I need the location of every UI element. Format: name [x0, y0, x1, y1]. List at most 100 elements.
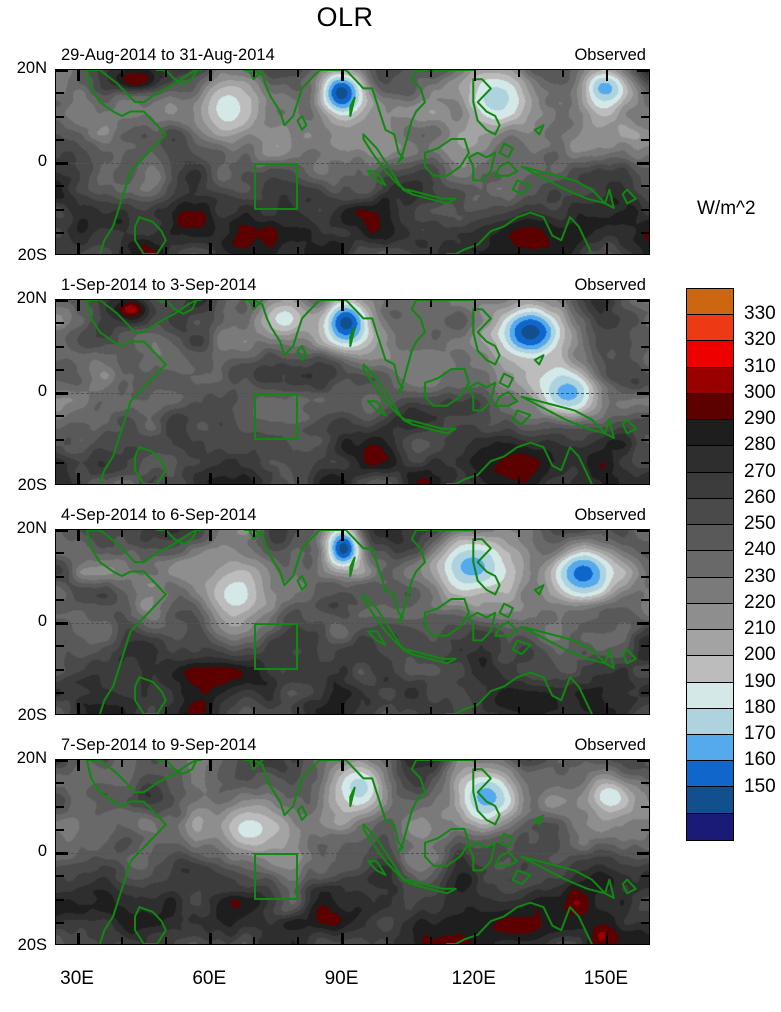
- longitude-tick: [605, 933, 609, 944]
- longitude-label: 90E: [324, 968, 359, 989]
- longitude-tick: [385, 707, 388, 714]
- longitude-tick: [253, 530, 256, 537]
- longitude-tick: [121, 70, 124, 77]
- colorbar-segment: [687, 734, 733, 762]
- longitude-tick: [341, 530, 344, 541]
- map-plot-area[interactable]: [55, 69, 650, 255]
- colorbar-tick-label: 270: [744, 460, 776, 482]
- longitude-tick: [385, 530, 388, 537]
- longitude-label: 150E: [583, 968, 629, 989]
- longitude-label: 30E: [60, 968, 94, 989]
- panel-title: 29-Aug-2014 to 31-Aug-2014: [61, 46, 275, 64]
- latitude-tick: [56, 598, 64, 601]
- map-plot-area[interactable]: [55, 299, 650, 485]
- latitude-tick: [56, 415, 64, 418]
- longitude-tick: [253, 70, 256, 77]
- coastline-overlay: [85, 760, 637, 944]
- colorbar-tick-label: 150: [744, 775, 776, 797]
- longitude-tick: [121, 530, 124, 537]
- colorbar-segment: [687, 472, 733, 499]
- longitude-tick: [209, 760, 212, 771]
- latitude-tick: [637, 622, 649, 625]
- latitude-tick: [56, 645, 64, 648]
- latitude-tick: [56, 852, 68, 855]
- longitude-tick: [165, 530, 168, 537]
- longitude-tick: [561, 760, 564, 767]
- longitude-tick: [561, 937, 564, 944]
- longitude-tick: [473, 760, 477, 771]
- latitude-tick: [56, 875, 64, 878]
- longitude-tick: [121, 300, 124, 307]
- colorbar-tick-label: 280: [744, 434, 776, 456]
- latitude-tick: [56, 668, 64, 671]
- longitude-tick: [429, 760, 432, 767]
- colorbar-segment: [687, 289, 733, 316]
- colorbar-tick-label: 310: [744, 355, 776, 377]
- colorbar-segment: [687, 761, 733, 788]
- longitude-tick: [517, 70, 520, 77]
- longitude-tick: [429, 70, 432, 77]
- latitude-tick: [56, 368, 64, 371]
- colorbar-segment: [687, 551, 733, 578]
- longitude-label: 60E: [192, 968, 227, 989]
- map-plot-area[interactable]: [55, 759, 650, 945]
- map-plot-area[interactable]: [55, 529, 650, 715]
- colorbar-segment: [687, 813, 733, 840]
- longitude-label: 120E: [451, 968, 496, 989]
- colorbar: [686, 288, 734, 841]
- longitude-tick: [561, 707, 564, 714]
- longitude-tick: [165, 247, 168, 254]
- longitude-tick: [517, 707, 520, 714]
- longitude-tick: [473, 530, 477, 541]
- latitude-tick: [637, 162, 649, 165]
- longitude-tick: [253, 477, 256, 484]
- longitude-tick: [165, 760, 168, 767]
- longitude-tick: [517, 247, 520, 254]
- longitude-tick: [77, 530, 80, 541]
- latitude-tick: [641, 805, 649, 808]
- longitude-tick: [429, 300, 432, 307]
- longitude-tick: [209, 473, 212, 484]
- longitude-tick: [165, 70, 168, 77]
- latitude-tick: [641, 875, 649, 878]
- latitude-tick: [641, 322, 649, 325]
- latitude-tick: [56, 622, 68, 625]
- map-panel-3: 4-Sep-2014 to 6-Sep-2014 Observed 20N 0 20S: [17, 506, 650, 724]
- colorbar-segment: [687, 577, 733, 604]
- longitude-tick: [605, 530, 609, 541]
- longitude-tick: [517, 937, 520, 944]
- longitude-tick: [341, 760, 344, 771]
- colorbar-segment: [687, 682, 733, 709]
- region-box-annotation: [254, 853, 299, 900]
- longitude-tick: [297, 477, 300, 484]
- panel-title: 1-Sep-2014 to 3-Sep-2014: [61, 276, 257, 294]
- longitude-tick: [605, 300, 609, 311]
- latitude-tick: [641, 368, 649, 371]
- map-panel-4: 7-Sep-2014 to 9-Sep-2014 Observed 20N 0 20S: [17, 736, 650, 954]
- latitude-tick: [56, 138, 64, 141]
- longitude-tick: [77, 70, 80, 81]
- latitude-tick: [637, 530, 649, 532]
- colorbar-segment: [687, 367, 733, 394]
- latitude-tick: [641, 461, 649, 464]
- longitude-tick: [429, 247, 432, 254]
- latitude-tick: [56, 185, 64, 188]
- latitude-tick: [56, 552, 64, 555]
- colorbar-tick-label: 210: [744, 618, 776, 640]
- panel-source-tag: Observed: [574, 46, 646, 64]
- longitude-tick: [561, 530, 564, 537]
- longitude-tick: [253, 707, 256, 714]
- latitude-tick: [641, 415, 649, 418]
- longitude-tick: [77, 473, 80, 484]
- latitude-label-top: 20N: [16, 749, 47, 767]
- colorbar-tick-label: 240: [744, 539, 776, 561]
- longitude-tick: [429, 937, 432, 944]
- latitude-tick: [641, 668, 649, 671]
- longitude-tick: [517, 760, 520, 767]
- longitude-tick: [561, 477, 564, 484]
- map-panel-1: 29-Aug-2014 to 31-Aug-2014 Observed 20N 0 20…: [17, 46, 650, 264]
- latitude-tick: [56, 438, 64, 441]
- colorbar-segment: [687, 630, 733, 657]
- longitude-tick: [473, 703, 477, 714]
